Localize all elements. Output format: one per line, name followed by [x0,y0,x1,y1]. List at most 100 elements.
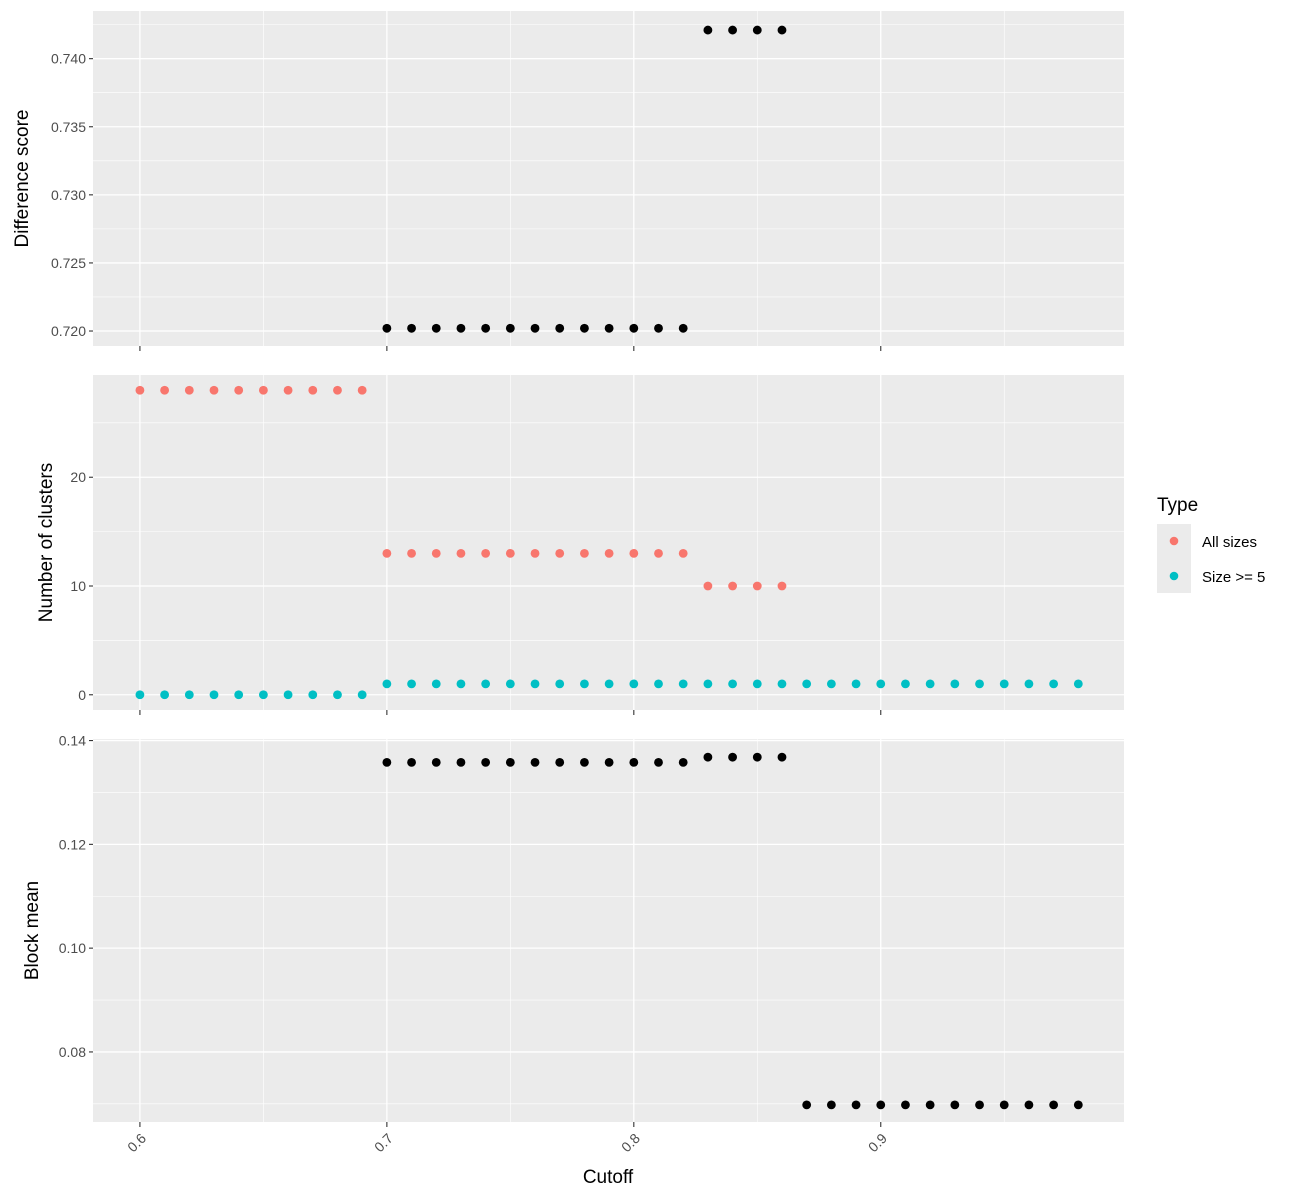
panel-block-mean: 0.08 0.10 0.12 0.14 Block mean [22,733,1124,1127]
x-axis: 0.6 0.7 0.8 0.9 [124,1130,890,1155]
y-tick-label: 0.735 [51,119,86,135]
data-point [258,385,268,395]
series-size-5 [135,679,1083,700]
data-point [876,1100,886,1110]
data-point [999,679,1009,689]
y-tick-label: 10 [70,578,86,594]
data-point [456,757,466,767]
data-point [555,679,565,689]
data-point [1024,679,1034,689]
y-tick-label: 0.725 [51,255,86,271]
data-point [777,581,787,591]
data-point [925,1100,935,1110]
data-point [333,690,342,700]
data-point [283,690,293,700]
data-point [407,679,416,689]
data-point [555,323,565,333]
data-point [678,323,688,333]
data-point [382,757,392,767]
y-axis-title-difference-score: Difference score [12,110,33,248]
data-point [135,690,145,700]
data-point [407,548,416,558]
x-axis-title: Cutoff [583,1167,634,1188]
data-point [654,323,663,333]
data-point [876,679,886,689]
data-point [456,548,466,558]
x-tick-label: 0.8 [618,1130,643,1155]
legend-label-size-ge-5: Size >= 5 [1202,569,1265,586]
series-points [382,752,1083,1110]
data-point [481,548,491,558]
data-point [678,757,688,767]
x-tick-label: 0.6 [124,1130,149,1155]
panel-background [93,11,1124,346]
data-point [407,757,416,767]
data-point [184,385,194,395]
data-point [703,581,713,591]
y-axis-title-number-of-clusters: Number of clusters [36,463,57,622]
data-point [629,757,639,767]
data-point [999,1100,1009,1110]
data-point [555,757,565,767]
data-point [678,679,688,689]
y-tick-label: 0 [78,687,86,703]
data-point [209,385,219,395]
legend-marker-all-sizes [1169,536,1179,546]
data-point [530,757,540,767]
data-point [1049,679,1059,689]
data-point [530,323,540,333]
data-point [1073,1100,1083,1110]
y-tick-label: 0.730 [51,187,86,203]
data-point [382,679,392,689]
data-point [604,757,614,767]
data-point [777,679,787,689]
data-point [629,679,639,689]
legend-label-all-sizes: All sizes [1202,534,1257,551]
data-point [431,757,441,767]
data-point [308,690,318,700]
data-point [333,385,342,395]
data-point [160,690,170,700]
data-point [505,757,515,767]
data-point [1024,1100,1034,1110]
data-point [1073,679,1083,689]
data-point [777,752,787,762]
data-point [1049,1100,1059,1110]
data-point [308,385,318,395]
y-tick-label: 0.720 [51,323,86,339]
y-tick-label: 0.740 [51,51,86,67]
data-point [357,690,367,700]
data-point [604,323,614,333]
data-point [382,323,392,333]
data-point [752,25,762,35]
data-point [382,548,392,558]
data-point [728,679,737,689]
data-point [703,25,713,35]
data-point [975,679,984,689]
data-point [580,323,589,333]
data-point [431,679,441,689]
data-point [703,752,713,762]
data-point [456,323,466,333]
data-point [752,752,762,762]
y-tick-label: 0.12 [59,836,86,852]
data-point [555,548,565,558]
data-point [950,1100,960,1110]
series-points [382,25,787,333]
data-point [851,1100,861,1110]
data-point [629,548,639,558]
y-tick-label: 0.10 [59,940,86,956]
panel-number-of-clusters: 0 10 20 Number of clusters [36,375,1124,715]
data-point [728,25,737,35]
data-point [505,548,515,558]
data-point [604,679,614,689]
data-point [654,548,663,558]
data-point [777,25,787,35]
data-point [975,1100,984,1110]
data-point [826,1100,836,1110]
y-axis-title-block-mean: Block mean [22,881,43,980]
panel-difference-score: 0.720 0.725 0.730 0.735 0.740 Difference scor… [12,11,1124,351]
x-tick-label: 0.7 [371,1130,396,1155]
data-point [654,757,663,767]
